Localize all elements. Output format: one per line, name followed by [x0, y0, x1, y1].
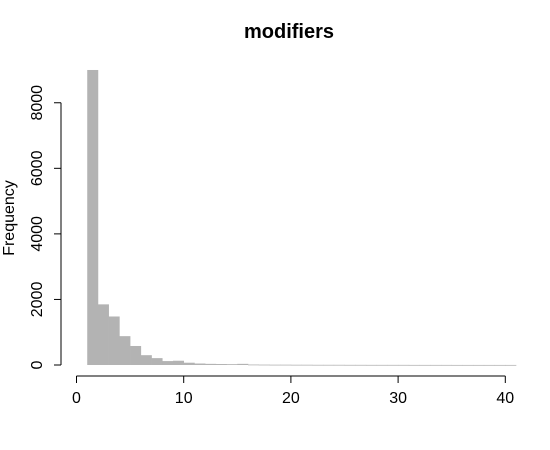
x-tick-label: 0: [72, 390, 81, 407]
histogram-bar-37: [483, 364, 495, 366]
histogram-bar-12: [215, 364, 227, 365]
histogram-bar-21: [312, 364, 324, 366]
histogram-bar-24: [344, 364, 356, 366]
histogram-bar-7: [162, 361, 174, 365]
histogram-bar-0: [87, 69, 99, 365]
y-tick-label: 8000: [29, 85, 46, 121]
x-axis: 0 10 20 30 40: [72, 375, 514, 407]
histogram-bar-35: [462, 364, 474, 366]
histogram-bar-20: [301, 364, 313, 366]
histogram-bar-15: [248, 364, 260, 366]
y-tick-label: 2000: [29, 282, 46, 318]
histogram-bar-33: [440, 364, 452, 366]
histogram-bar-36: [473, 364, 485, 366]
histogram-bar-18: [280, 364, 292, 366]
histogram-bar-3: [119, 336, 131, 365]
histogram-bar-31: [419, 364, 431, 366]
histogram-bar-2: [108, 316, 120, 365]
y-axis-label: Frequency: [1, 180, 18, 256]
histogram-bar-38: [494, 364, 506, 366]
histogram-bar-16: [258, 364, 270, 366]
y-tick-label: 0: [29, 360, 46, 369]
histogram-bar-22: [323, 364, 335, 366]
histogram-bar-30: [408, 364, 420, 366]
chart-title: modifiers: [244, 21, 334, 43]
histogram-bar-5: [140, 355, 152, 365]
y-axis: 0 2000 4000 6000 8000: [29, 85, 62, 369]
histogram-bar-28: [387, 364, 399, 366]
bars-group: [87, 69, 517, 366]
histogram-bar-9: [183, 362, 195, 365]
y-tick-label: 4000: [29, 216, 46, 252]
x-tick-label: 30: [389, 390, 407, 407]
histogram-bar-25: [355, 364, 367, 366]
histogram-bar-6: [151, 358, 163, 365]
histogram-bar-34: [451, 364, 463, 366]
x-tick-label: 40: [496, 390, 514, 407]
histogram-bar-14: [237, 363, 249, 365]
y-tick-label: 6000: [29, 150, 46, 186]
histogram-bar-19: [290, 364, 302, 366]
histogram-bar-23: [333, 364, 345, 366]
histogram-bar-17: [269, 364, 281, 366]
histogram-bar-1: [97, 304, 109, 365]
histogram-bar-13: [226, 364, 238, 365]
x-tick-label: 20: [282, 390, 300, 407]
histogram-bar-8: [172, 360, 184, 365]
histogram-bar-11: [205, 363, 217, 365]
histogram-bar-27: [376, 364, 388, 366]
histogram-bar-10: [194, 363, 206, 365]
x-tick-label: 10: [175, 390, 193, 407]
histogram-bar-4: [130, 345, 142, 365]
histogram-bar-26: [365, 364, 377, 366]
histogram-bar-39: [505, 364, 517, 366]
histogram-bar-32: [430, 364, 442, 366]
histogram-bar-29: [398, 364, 410, 366]
